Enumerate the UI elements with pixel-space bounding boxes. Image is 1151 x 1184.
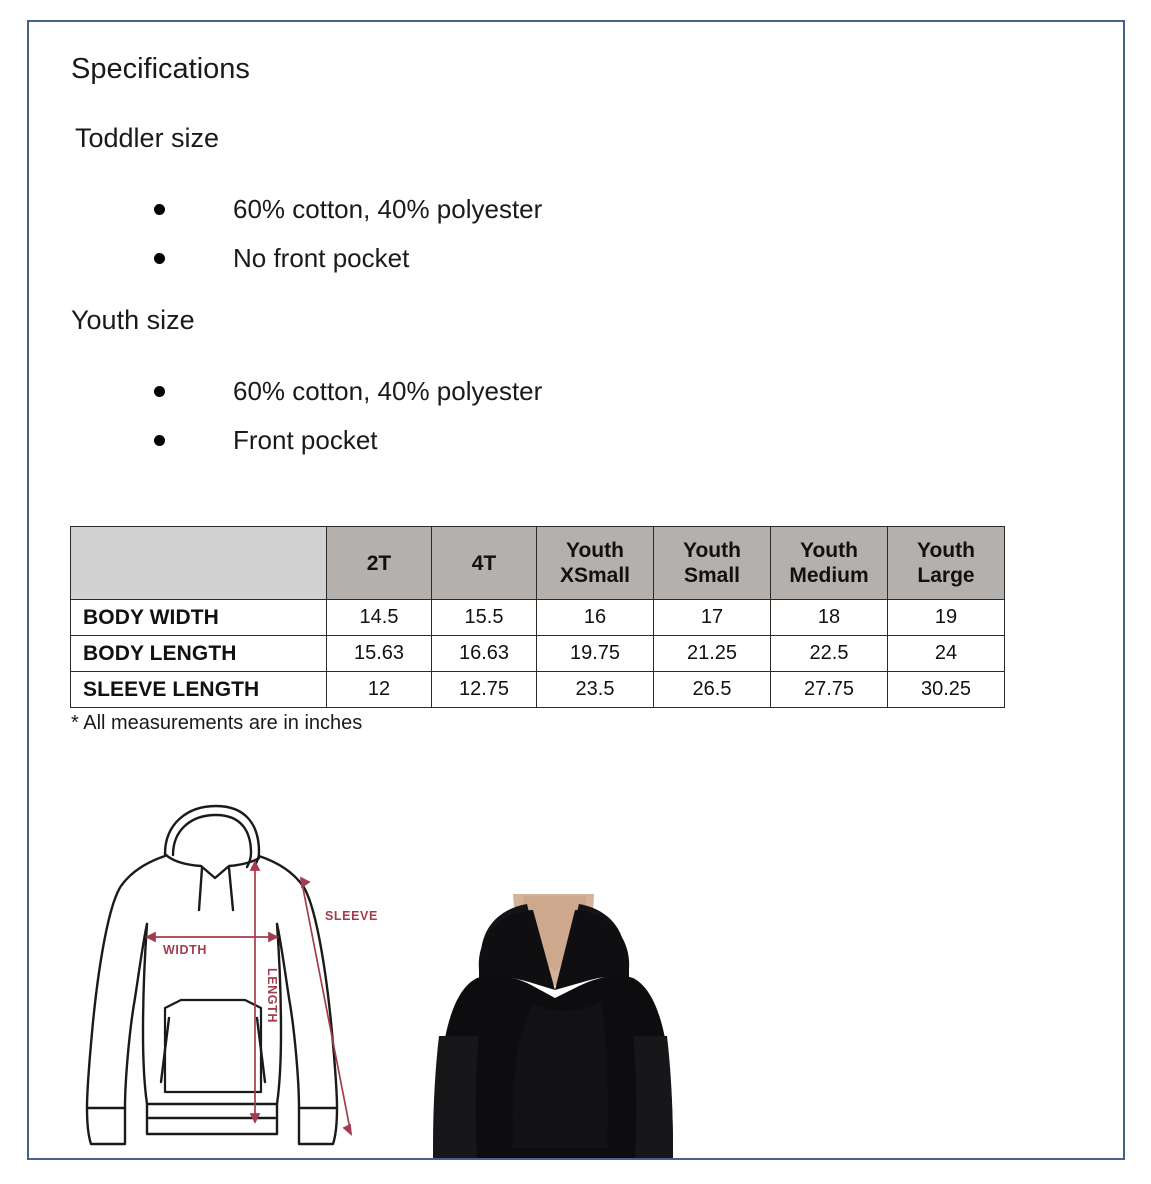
table-row: BODY LENGTH 15.63 16.63 19.75 21.25 22.5… [70, 635, 1005, 672]
cell-value: 12.75 [431, 671, 537, 708]
cell-value: 14.5 [326, 599, 432, 636]
cell-value: 19.75 [536, 635, 654, 672]
column-header-youth-xsmall: Youth XSmall [536, 526, 654, 600]
bullet-item: 60% cotton, 40% polyester [154, 194, 542, 224]
diagram-label-length: LENGTH [265, 968, 279, 1023]
table-corner-cell [70, 526, 327, 600]
table-row: SLEEVE LENGTH 12 12.75 23.5 26.5 27.75 3… [70, 671, 1005, 708]
cell-value: 30.25 [887, 671, 1005, 708]
cell-value: 22.5 [770, 635, 888, 672]
column-header-2t: 2T [326, 526, 432, 600]
row-label-body-length: BODY LENGTH [70, 635, 327, 672]
cell-value: 23.5 [536, 671, 654, 708]
column-header-line1: Youth [566, 539, 624, 562]
column-header-youth-small: Youth Small [653, 526, 771, 600]
cell-value: 19 [887, 599, 1005, 636]
bullet-text: 60% cotton, 40% polyester [233, 194, 543, 224]
column-header-line1: Youth [683, 539, 741, 562]
bullet-item: No front pocket [154, 243, 409, 273]
column-header-youth-large: Youth Large [887, 526, 1005, 600]
table-header-row: 2T 4T Youth XSmall Youth Small Youth Med… [70, 526, 1005, 600]
cell-value: 16.63 [431, 635, 537, 672]
bullet-text: Front pocket [233, 425, 378, 455]
column-header-line1: 4T [471, 551, 497, 575]
cell-value: 15.5 [431, 599, 537, 636]
bullet-dot-icon [154, 435, 165, 446]
bullet-text: 60% cotton, 40% polyester [233, 376, 543, 406]
model-wearing-hoodie-photo [403, 886, 703, 1158]
column-header-line2: Small [683, 564, 741, 587]
bullet-item: Front pocket [154, 425, 378, 455]
bullet-item: 60% cotton, 40% polyester [154, 376, 542, 406]
cell-value: 27.75 [770, 671, 888, 708]
section-heading-toddler: Toddler size [75, 123, 220, 153]
row-label-body-width: BODY WIDTH [70, 599, 327, 636]
cell-value: 21.25 [653, 635, 771, 672]
cell-value: 17 [653, 599, 771, 636]
row-label-sleeve-length: SLEEVE LENGTH [70, 671, 327, 708]
diagram-label-sleeve: SLEEVE [325, 909, 378, 923]
size-chart-table: 2T 4T Youth XSmall Youth Small Youth Med… [70, 526, 1005, 708]
diagram-label-width: WIDTH [163, 943, 207, 957]
page-title: Specifications [71, 53, 250, 85]
column-header-line2: XSmall [559, 564, 631, 587]
column-header-youth-medium: Youth Medium [770, 526, 888, 600]
cell-value: 24 [887, 635, 1005, 672]
column-header-line2: Large [917, 564, 975, 587]
section-heading-youth: Youth size [71, 305, 195, 335]
column-header-line2: Medium [789, 564, 869, 587]
cell-value: 26.5 [653, 671, 771, 708]
column-header-line1: Youth [917, 539, 975, 562]
bullet-dot-icon [154, 253, 165, 264]
hoodie-measurement-diagram: WIDTH LENGTH SLEEVE [69, 782, 381, 1158]
cell-value: 12 [326, 671, 432, 708]
bullet-dot-icon [154, 204, 165, 215]
cell-value: 16 [536, 599, 654, 636]
column-header-line1: 2T [366, 551, 392, 575]
table-row: BODY WIDTH 14.5 15.5 16 17 18 19 [70, 599, 1005, 636]
measurement-units-note: * All measurements are in inches [71, 712, 363, 734]
bullet-text: No front pocket [233, 243, 410, 273]
column-header-line1: Youth [800, 539, 858, 562]
bullet-dot-icon [154, 386, 165, 397]
cell-value: 18 [770, 599, 888, 636]
column-header-4t: 4T [431, 526, 537, 600]
cell-value: 15.63 [326, 635, 432, 672]
document-page-border: Specifications Toddler size 60% cotton, … [27, 20, 1125, 1160]
figures-row: WIDTH LENGTH SLEEVE [29, 782, 1123, 1158]
